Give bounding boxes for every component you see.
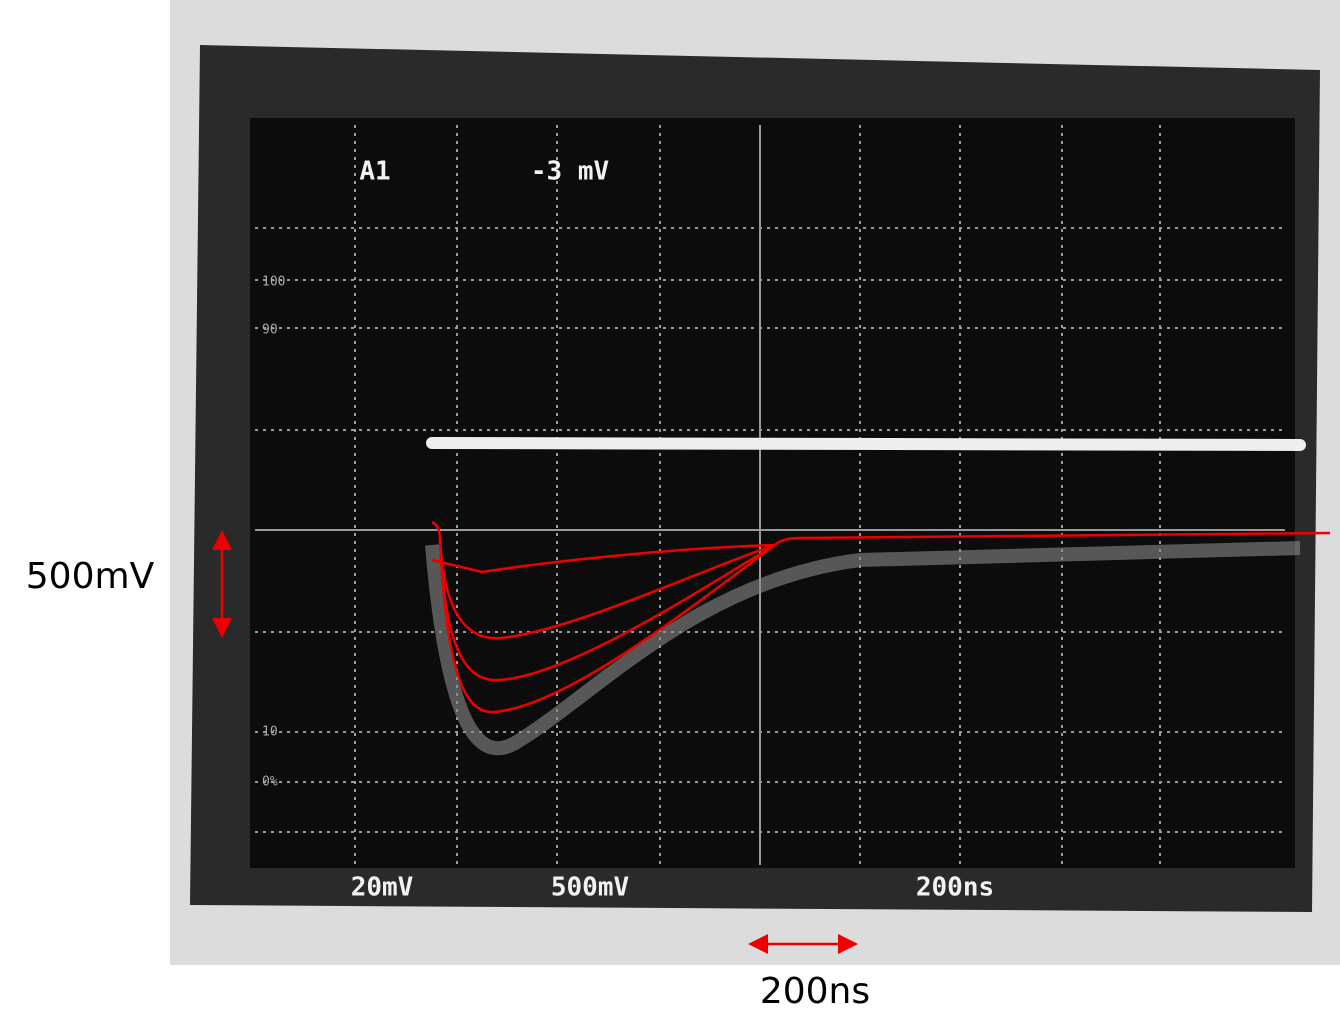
horizontal-scale-label: 200ns: [760, 971, 870, 1012]
pulse-traces: [425, 541, 1301, 756]
footer-setting: 200ns: [916, 873, 994, 903]
scale-mark: 0%: [262, 775, 278, 790]
graticule: [255, 125, 1285, 865]
screen: [250, 118, 1295, 868]
baseline-trace: [426, 437, 1306, 451]
footer-setting: 20mV: [351, 873, 414, 903]
channel-label: A1: [359, 157, 390, 187]
highlighted-traces: [431, 520, 1331, 714]
scale-mark: 90: [262, 323, 278, 338]
scale-mark: 100: [262, 275, 285, 290]
footer-setting: 500mV: [551, 873, 629, 903]
scale-mark: 10: [262, 725, 278, 740]
vertical-scale-label: 500mV: [26, 556, 155, 597]
reading: -3 mV: [531, 157, 609, 187]
